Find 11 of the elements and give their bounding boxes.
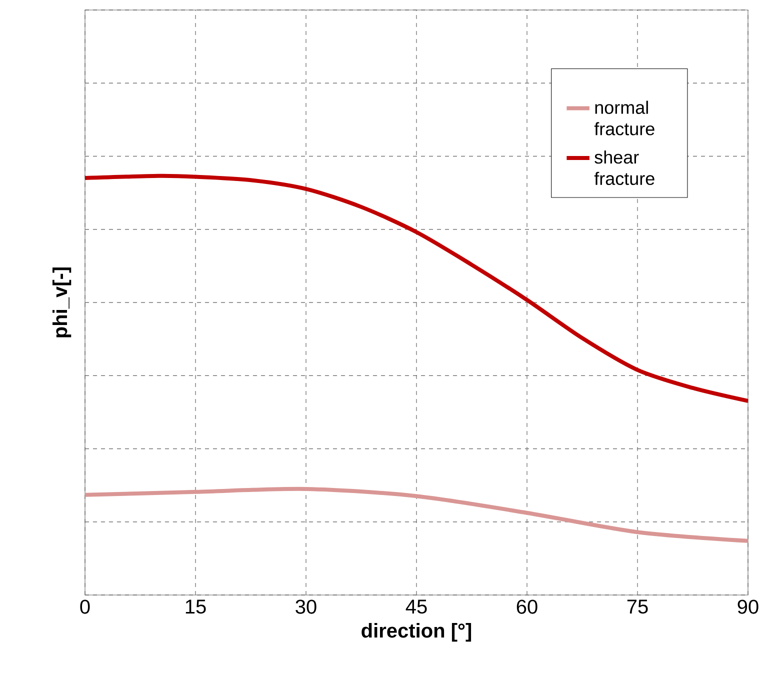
x-tick-label: 60 xyxy=(516,600,538,614)
x-tick-label: 45 xyxy=(406,600,427,614)
x-tick-label: 0 xyxy=(80,600,90,614)
x-tick-label: 30 xyxy=(296,600,316,614)
y-axis-title: phi_v[-] xyxy=(52,267,72,338)
x-tick-label: 15 xyxy=(186,600,206,614)
x-tick-label: 75 xyxy=(627,600,648,614)
x-axis-title: direction [°] xyxy=(362,623,472,642)
legend-label: shear fracture xyxy=(594,150,654,186)
x-tick-label: 90 xyxy=(738,600,758,614)
legend-label: normal fracture xyxy=(594,100,654,136)
